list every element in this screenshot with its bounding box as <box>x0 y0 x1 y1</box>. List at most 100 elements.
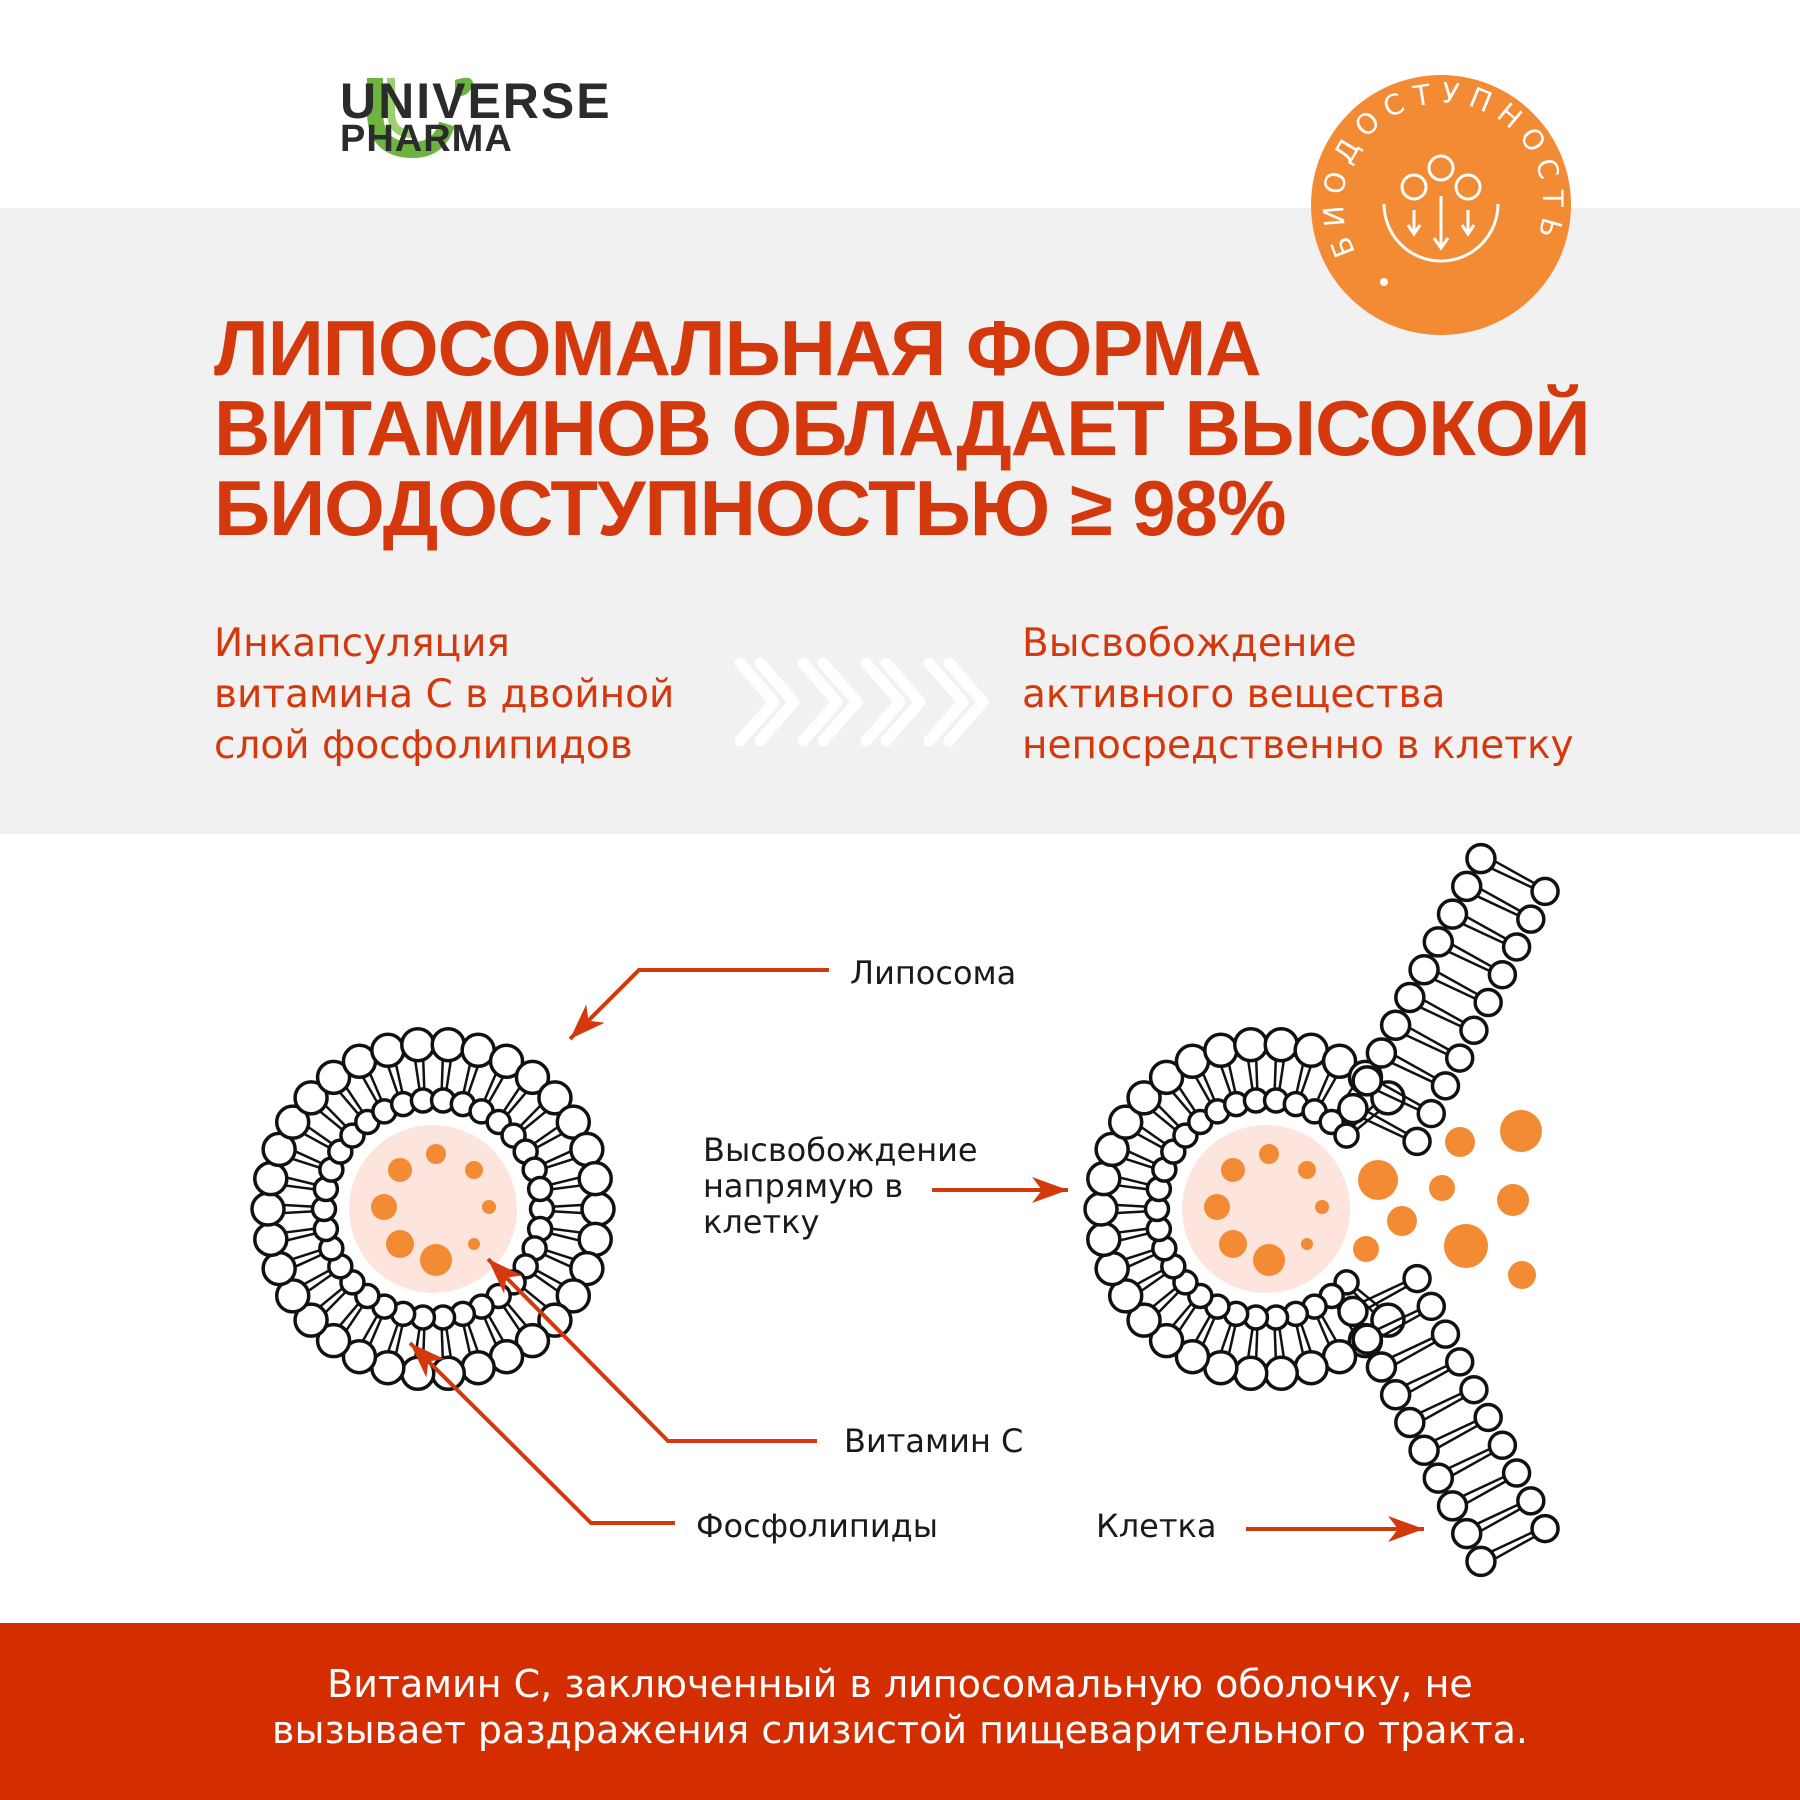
lipid-tail <box>502 1305 521 1332</box>
lipid-tail <box>339 1091 360 1116</box>
lipid-tail <box>303 1269 330 1286</box>
vitamin-c-dot <box>426 1144 446 1164</box>
lipid-tail <box>440 1329 445 1358</box>
lipid-tail <box>303 1132 330 1149</box>
lipid-tail <box>294 1150 323 1165</box>
lipid-head <box>1430 1071 1461 1101</box>
lipid-tail <box>1451 1452 1493 1477</box>
vitamin-c-dot <box>420 1244 452 1276</box>
lipid-tail <box>345 1086 364 1113</box>
lipid-tail <box>292 1157 321 1169</box>
lipid-tail <box>1178 1086 1197 1113</box>
lipid-tail <box>1448 950 1491 973</box>
lipid-tail <box>1140 1126 1166 1145</box>
lipid-tail <box>1462 1475 1505 1498</box>
absorption-icon <box>1382 154 1500 263</box>
arrowhead-icon <box>410 1343 445 1378</box>
lipid-tail <box>394 1064 404 1093</box>
lipid-tail <box>1118 1184 1148 1191</box>
lipid-head <box>577 1221 613 1258</box>
lipid-head <box>400 1026 436 1063</box>
lipid-tail <box>1316 1317 1330 1345</box>
lipid-tail <box>445 1060 452 1090</box>
lipid-head <box>1233 1355 1269 1392</box>
lipid-head <box>1487 959 1518 990</box>
lipid-tail <box>286 1232 316 1242</box>
lipid-tail <box>1116 1210 1146 1215</box>
lipid-head <box>555 1278 592 1314</box>
lipid-tail <box>483 1317 497 1345</box>
lipid-tail <box>1118 1227 1148 1234</box>
lipid-head <box>1402 1126 1432 1157</box>
lipid-tail <box>1391 1061 1434 1084</box>
lipid-head <box>1530 1513 1560 1544</box>
chevrons-right-icon <box>730 655 989 750</box>
bioavailability-badge: БИОДОСТУПНОСТЬ <box>1311 75 1571 335</box>
lipid-tail <box>467 1066 479 1095</box>
lipid-tail <box>285 1227 315 1234</box>
lipid-tail <box>324 1291 347 1314</box>
lipid-tail <box>1278 1060 1285 1090</box>
lipid-tail <box>1494 1535 1536 1560</box>
lipid-tail <box>462 1325 472 1354</box>
lipid-tail <box>283 1210 313 1215</box>
lipid-tail <box>1409 1026 1450 1052</box>
lipid-tail <box>1273 1329 1278 1358</box>
lipid-head <box>1422 1462 1455 1494</box>
lipid-tail <box>1380 1313 1422 1338</box>
released-vitamin-dot <box>1358 1160 1398 1200</box>
lipid-tail <box>1119 1232 1149 1242</box>
lipid-head <box>253 1221 289 1258</box>
lipid-tail <box>1202 1317 1216 1345</box>
lipid-head <box>1126 1302 1162 1338</box>
lipid-head <box>1086 1160 1122 1197</box>
lipid-tail <box>1491 867 1533 889</box>
released-vitamin-dot <box>1444 1224 1488 1268</box>
released-vitamin-dot <box>1429 1175 1455 1201</box>
lipid-tail <box>1157 1291 1180 1314</box>
lipid-tail <box>1320 1076 1338 1103</box>
lipid-tail <box>553 1210 583 1215</box>
lipid-tail <box>550 1176 580 1186</box>
lipid-tail <box>345 1305 364 1332</box>
lipid-tail <box>285 1184 315 1191</box>
lipid-head <box>315 1059 352 1096</box>
lipid-head <box>1365 1037 1398 1069</box>
lipid-head <box>1530 876 1560 907</box>
lipid-tail <box>1405 1364 1448 1386</box>
lipid-tail <box>1448 1447 1491 1470</box>
lipid-tail <box>445 1328 452 1358</box>
lipid-tail <box>519 1104 542 1127</box>
lipid-head <box>1436 1490 1469 1522</box>
lipid-tail <box>394 1325 404 1354</box>
vitamin-c-dot <box>1298 1161 1316 1179</box>
lipid-tail <box>1462 922 1505 945</box>
lipid-head <box>370 1032 406 1069</box>
lipid-tail <box>1194 1315 1212 1342</box>
vitamin-c-dot <box>1253 1244 1285 1276</box>
lipid-tail <box>1437 971 1479 996</box>
lipid-tail <box>536 1132 563 1149</box>
lipid-head <box>1379 1378 1412 1411</box>
lipid-tail <box>1127 1150 1156 1165</box>
lipid-tail <box>1172 1091 1193 1116</box>
lipid-tail <box>1395 1341 1436 1366</box>
footer-note: Витамин С, заключенный в липосомальную о… <box>0 1623 1800 1800</box>
lipid-head <box>460 1349 496 1386</box>
lipid-head <box>1321 1043 1358 1080</box>
lipid-tail <box>533 1273 559 1292</box>
lipid-head <box>1444 1347 1475 1377</box>
lipid-tail <box>462 1064 472 1093</box>
released-vitamin-dot <box>1445 1127 1475 1157</box>
lipid-tail <box>1363 1281 1405 1303</box>
lipid-tail <box>545 1249 574 1261</box>
lipid-head <box>514 1059 551 1096</box>
lipid-tail <box>283 1203 313 1208</box>
lipid-head <box>1408 1434 1440 1467</box>
lipid-head <box>1487 1430 1518 1461</box>
vitamin-c-dot <box>482 1200 496 1214</box>
lipid-head <box>1394 1406 1426 1439</box>
lipid-tail <box>502 1086 521 1113</box>
lipid-tail <box>339 1302 360 1327</box>
lipid-head <box>1174 1338 1211 1375</box>
